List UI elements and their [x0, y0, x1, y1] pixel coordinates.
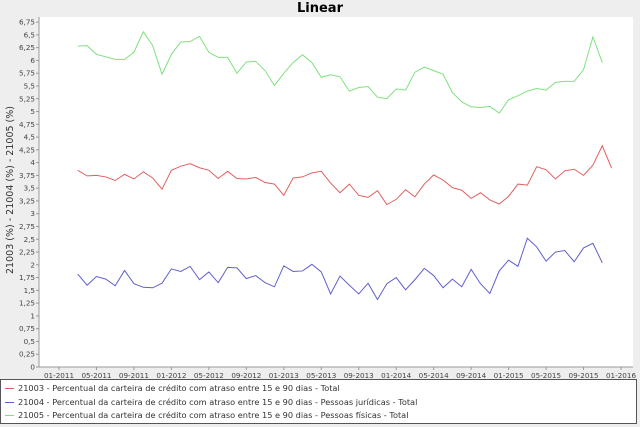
x-tick-label: 05-2011	[81, 371, 111, 379]
x-axis: 01-2011 05-2011 09-2011 01-2012 05-2012 09-20…	[44, 367, 636, 379]
y-tick-label: 1	[30, 311, 35, 320]
chart-area: 0 0,25 0,5 0,75 1 1,25 1,5 1,75 2 2,25 2,5 2,75 3 3,2…	[5, 17, 636, 379]
y-tick-label: 6,25	[19, 43, 35, 52]
y-tick-label: 2,75	[19, 222, 35, 231]
y-tick-label: 2,5	[24, 235, 35, 244]
x-tick-label: 01-2014	[381, 371, 411, 379]
y-tick-label: 1,5	[24, 286, 35, 295]
x-tick-label: 09-2014	[456, 371, 486, 379]
y-tick-label: 5,75	[19, 69, 35, 78]
series-layer	[77, 30, 613, 301]
x-tick-label: 01-2013	[269, 371, 299, 379]
x-tick-label: 09-2011	[119, 371, 149, 379]
y-tick-label: 3,5	[24, 184, 35, 193]
y-tick-label: 0,25	[19, 350, 35, 359]
x-tick-label: 09-2013	[344, 371, 374, 379]
x-tick-label: 01-2016	[606, 371, 636, 379]
y-tick-label: 0	[30, 363, 35, 372]
series-line-2	[77, 237, 603, 301]
y-tick-label: 3,75	[19, 171, 35, 180]
y-tick-label: 6,5	[24, 30, 35, 39]
y-axis-label: 21003 (%) - 21004 (%) - 21005 (%)	[5, 106, 16, 274]
legend-swatch-21005	[5, 415, 14, 417]
legend-swatch-21004	[5, 401, 14, 403]
y-tick-label: 2	[30, 260, 35, 269]
series-line-1	[77, 144, 613, 206]
x-tick-label: 01-2011	[44, 371, 74, 379]
legend: 21003 - Percentual da carteira de crédit…	[0, 379, 637, 424]
y-tick-label: 2,25	[19, 248, 35, 257]
legend-label-21003: 21003 - Percentual da carteira de crédit…	[18, 383, 340, 393]
y-tick-label: 1,25	[19, 299, 35, 308]
y-tick-label: 0,75	[19, 324, 35, 333]
chart-title: Linear	[297, 1, 343, 16]
x-tick-label: 05-2012	[194, 371, 224, 379]
x-tick-label: 09-2015	[569, 371, 599, 379]
y-tick-label: 4,5	[24, 133, 35, 142]
y-tick-label: 3	[30, 209, 35, 218]
legend-label-21004: 21004 - Percentual da carteira de crédit…	[18, 396, 418, 407]
series-line-3	[77, 30, 603, 114]
y-tick-label: 4,25	[19, 145, 35, 154]
x-tick-label: 05-2013	[306, 371, 336, 379]
y-tick-label: 4,75	[19, 120, 35, 129]
legend-swatch-21003	[5, 388, 14, 390]
x-tick-label: 09-2012	[231, 371, 261, 379]
x-tick-label: 05-2015	[531, 371, 561, 379]
legend-label-21005: 21005 - Percentual da carteira de crédit…	[18, 410, 409, 420]
y-tick-label: 4	[30, 158, 35, 167]
y-axis: 0 0,25 0,5 0,75 1 1,25 1,5 1,75 2 2,25 2,5 2,75 3 3,2…	[19, 18, 39, 372]
y-tick-label: 3,25	[19, 196, 35, 205]
y-tick-label: 5,25	[19, 94, 35, 103]
legend-item-21004: 21004 - Percentual da carteira de crédit…	[1, 396, 636, 410]
plot-background	[39, 17, 633, 367]
y-tick-label: 6,75	[19, 18, 35, 27]
y-tick-label: 1,75	[19, 273, 35, 282]
y-tick-label: 5,5	[24, 81, 35, 90]
x-tick-label: 05-2014	[419, 371, 449, 379]
legend-item-21003: 21003 - Percentual da carteira de crédit…	[1, 382, 636, 396]
x-tick-label: 01-2015	[494, 371, 524, 379]
y-tick-label: 6	[30, 56, 35, 65]
y-tick-label: 0,5	[24, 337, 35, 346]
y-tick-label: 5	[30, 107, 35, 116]
legend-item-21005: 21005 - Percentual da carteira de crédit…	[1, 409, 636, 423]
x-tick-label: 01-2012	[156, 371, 186, 379]
